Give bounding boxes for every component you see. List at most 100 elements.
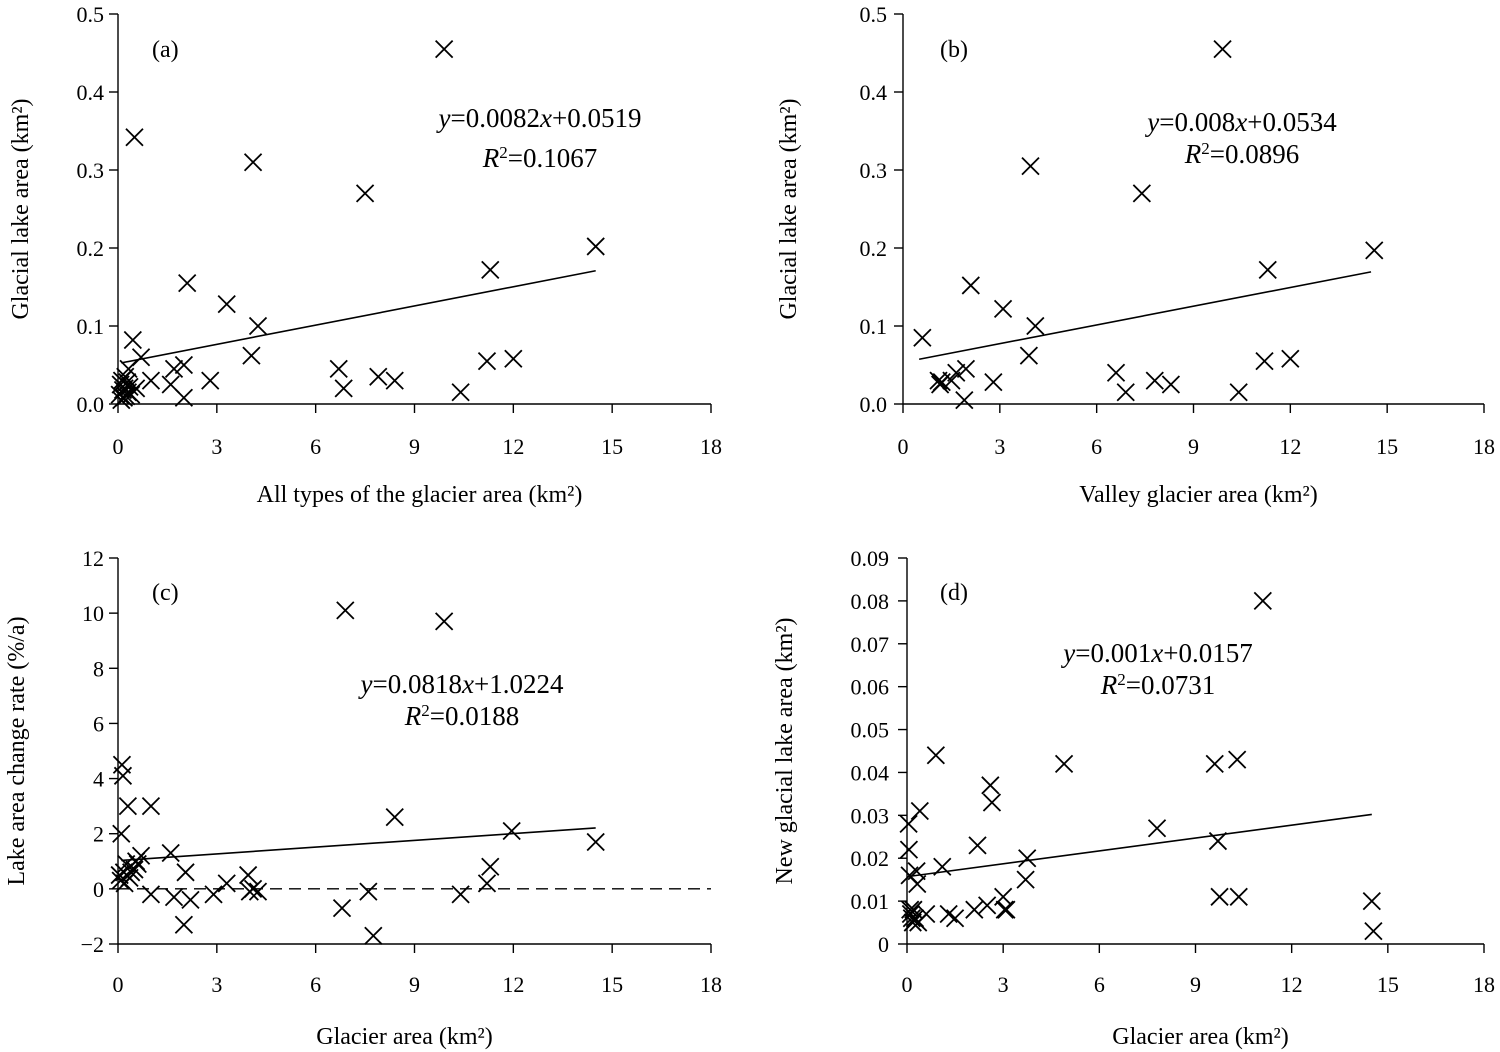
data-point [947,363,966,382]
data-point [118,797,138,816]
data-point [1018,849,1037,868]
data-point [369,367,388,386]
x-tick-label: 9 [409,972,420,997]
x-tick-label: 3 [998,972,1009,997]
x-tick-label: 3 [211,972,222,997]
y-tick-label: 0.07 [851,632,890,657]
data-point [908,874,927,894]
y-tick-label: 0 [878,932,889,957]
trendline [121,269,596,364]
regression-equation: y=0.0818x+1.0224 [358,669,564,699]
data-point [899,840,919,859]
y-tick-label: 0.0 [77,392,105,417]
y-tick-label: 0.1 [860,314,888,339]
data-point [945,909,965,928]
r-squared-label: R2=0.1067 [482,143,597,174]
data-point [504,349,523,368]
data-point [1255,351,1274,371]
x-axis-title: Glacier area (km²) [1112,1024,1288,1050]
panel-d: 0 3 6 9 12 15 18 0 0.01 0.02 0.03 0.04 0.05 0.06 0.07 0… [772,546,1495,1050]
data-point [243,879,263,898]
data-point [238,865,258,885]
y-axis-title: Lake area change rate (%/a) [4,616,30,885]
trendline [918,271,1372,361]
data-point [385,371,404,390]
data-point [993,299,1013,318]
x-tick-label: 12 [502,972,524,997]
data-point [117,387,136,406]
x-tick-label: 15 [601,972,623,997]
y-tick-label: 0.04 [851,760,890,785]
data-point [201,371,220,390]
data-point [1229,887,1248,906]
x-tick-label: 18 [700,434,722,459]
y-tick-label: −2 [81,932,104,957]
data-point [120,868,139,887]
data-point [913,328,932,347]
x-tick-label: 15 [1377,972,1399,997]
trendline [910,813,1372,878]
data-point [984,373,1003,392]
data-point [174,355,194,375]
data-point [110,865,129,885]
data-point [1281,349,1300,368]
x-tick-label: 12 [1281,972,1303,997]
data-point [141,797,161,816]
data-point [217,874,236,893]
y-tick-label: 0.4 [860,80,888,105]
data-point [131,348,151,367]
y-tick-label: 0.0 [860,392,888,417]
data-point [174,388,194,407]
y-tick-label: 0.09 [851,546,890,571]
data-point [359,882,378,901]
x-tick-label: 18 [700,972,722,997]
y-tick-label: 0.5 [77,2,105,27]
x-tick-label: 18 [1473,434,1495,459]
data-point [1208,831,1228,851]
data-point [1365,241,1384,260]
x-tick-label: 6 [310,434,321,459]
trendline [121,827,596,862]
x-tick-label: 12 [1279,434,1301,459]
data-point [1362,891,1381,911]
data-point [141,885,161,904]
y-tick-label: 12 [82,546,104,571]
data-point [1016,870,1035,889]
data-point [1021,156,1040,176]
data-point [178,273,197,293]
data-point [174,915,194,934]
data-point [1205,754,1224,774]
x-tick-label: 6 [310,972,321,997]
data-point [334,379,353,398]
y-tick-label: 0.2 [860,236,888,261]
x-tick-label: 0 [902,972,913,997]
panel-a: 0 3 6 9 12 15 18 0.0 0.1 0.2 0.3 0.4 0.5 All types of… [8,2,722,508]
data-point [1106,363,1126,382]
data-point [164,359,184,379]
y-tick-label: 8 [93,656,104,681]
x-tick-label: 6 [1091,434,1102,459]
panel-label: (c) [152,580,179,606]
panel-label: (a) [152,37,179,63]
panel-c: 0 3 6 9 12 15 18 −2 0 2 4 6 8 10 12 Glacier area (km²) L… [4,546,722,1050]
y-tick-label: 0.1 [77,314,105,339]
data-point [955,390,974,410]
data-point [995,900,1014,919]
data-point [1210,887,1229,906]
data-point [125,860,144,879]
y-tick-label: 0.4 [77,80,105,105]
x-tick-label: 9 [1190,972,1201,997]
data-point [451,383,470,402]
data-point [217,295,236,314]
data-point [926,746,945,765]
data-point [164,887,184,907]
data-point [125,128,144,147]
data-point [586,832,605,852]
y-tick-label: 0.03 [851,803,890,828]
data-point [242,346,261,365]
y-tick-label: 10 [82,601,104,626]
data-point [1116,383,1135,402]
y-tick-label: 0 [93,877,104,902]
data-point [910,801,929,821]
y-tick-label: 0.5 [860,2,888,27]
